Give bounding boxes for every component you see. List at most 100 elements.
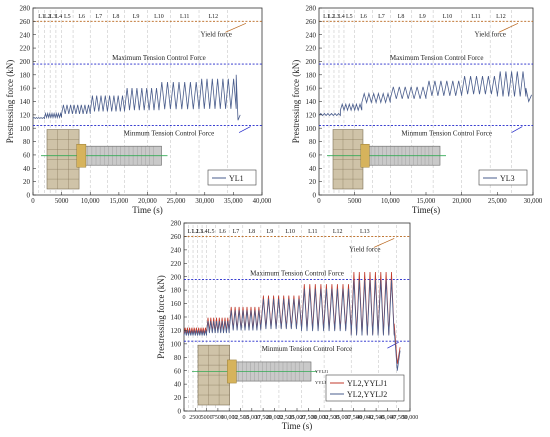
stage-label: L5 (208, 229, 215, 235)
x-tick-label: 15,000 (110, 198, 129, 205)
max-tension-label: Maximum Tension Control Force (250, 269, 344, 277)
x-tick-label: 42,500 (368, 415, 385, 421)
y-tick-label: 140 (306, 98, 317, 106)
x-tick-label: 30,000 (524, 198, 543, 205)
y-tick-label: 240 (171, 246, 182, 254)
specimen-joint (360, 143, 370, 168)
x-tick-label: 25,000 (289, 415, 306, 421)
specimen-joint (227, 359, 237, 384)
x-tick-label: 7500 (212, 415, 224, 421)
stage-label: L6 (360, 14, 367, 20)
legend-label: YL2,YYLJ2 (347, 390, 387, 399)
stage-label: L5 (346, 14, 353, 20)
x-tick-label: 5000 (55, 198, 69, 205)
specimen-inset (327, 129, 446, 190)
y-axis-title: Prestressing force (kN) (291, 60, 301, 143)
x-tick-label: 20,000 (266, 415, 283, 421)
y-tick-label: 160 (306, 85, 317, 93)
y-tick-label: 80 (23, 138, 31, 146)
stage-label: L9 (133, 14, 140, 20)
stage-label: L4 (55, 14, 62, 20)
y-tick-label: 220 (171, 260, 182, 268)
stage-label: L4 (201, 229, 208, 235)
stage-label: L11 (471, 14, 480, 20)
stage-label: L5 (64, 14, 71, 20)
x-tick-label: 32,500 (323, 415, 340, 421)
specimen-inset (41, 129, 168, 190)
stage-label: L1 (323, 14, 330, 20)
x-tick-label: 2500 (189, 415, 201, 421)
x-tick-label: 37,500 (345, 415, 362, 421)
inset-label: YYLJ1 (315, 369, 328, 374)
stage-label: L1 (38, 14, 45, 20)
y-tick-label: 240 (20, 31, 31, 39)
stage-label: L10 (154, 14, 164, 20)
y-tick-label: 100 (20, 125, 31, 133)
y-tick-label: 20 (309, 178, 317, 186)
y-tick-label: 40 (309, 165, 317, 173)
y-tick-label: 0 (178, 408, 182, 416)
stage-label: L13 (360, 229, 370, 235)
x-tick-label: 47,500 (390, 415, 407, 421)
y-tick-label: 140 (20, 98, 31, 106)
x-tick-label: 0 (317, 198, 321, 205)
x-tick-label: 20,000 (138, 198, 157, 205)
stage-label: L12 (209, 14, 219, 20)
y-tick-label: 40 (23, 165, 31, 173)
y-tick-label: 200 (171, 273, 182, 281)
x-tick-label: 25,000 (488, 198, 507, 205)
yield-force-arrow (373, 238, 395, 248)
stage-label: L2 (328, 14, 335, 20)
legend-box (325, 374, 405, 402)
x-tick-label: 5000 (348, 198, 362, 205)
stage-label: L1 (187, 229, 194, 235)
x-tick-label: 10,000 (381, 198, 400, 205)
y-tick-label: 60 (174, 367, 182, 375)
stage-label: L12 (333, 229, 343, 235)
stage-label: L9 (419, 14, 426, 20)
y-tick-label: 260 (306, 18, 317, 26)
y-tick-label: 280 (20, 5, 31, 13)
x-tick-label: 35,000 (224, 198, 243, 205)
stage-label: L3 (196, 229, 203, 235)
y-tick-label: 280 (171, 220, 182, 228)
y-tick-label: 260 (171, 233, 182, 241)
x-tick-label: 0 (31, 198, 35, 205)
x-tick-label: 45,000 (379, 415, 396, 421)
y-tick-label: 140 (171, 314, 182, 322)
yield-force-arrow (225, 23, 247, 33)
stage-label: L7 (96, 14, 103, 20)
y-tick-label: 120 (306, 111, 317, 119)
min-tension-arrow (387, 341, 399, 349)
legend-label: YL1 (229, 174, 244, 183)
y-tick-label: 100 (306, 125, 317, 133)
y-axis-title: Prestressing force (kN) (5, 60, 15, 143)
x-tick-label: 40,000 (253, 198, 272, 205)
y-tick-label: 220 (306, 45, 317, 53)
x-tick-label: 15,000 (244, 415, 260, 421)
x-tick-label: 50,000 (402, 415, 419, 421)
stage-label: L7 (378, 14, 385, 20)
yield-force-label: Yield force (201, 30, 232, 38)
x-tick-label: 10,000 (81, 198, 100, 205)
y-tick-label: 160 (171, 300, 182, 308)
stage-label: L9 (267, 229, 274, 235)
y-tick-label: 260 (20, 18, 31, 26)
stage-label: L6 (219, 229, 226, 235)
y-tick-label: 160 (20, 85, 31, 93)
stage-label: L10 (443, 14, 453, 20)
stage-label: L8 (113, 14, 120, 20)
legend-label: YL2,YYLJ1 (347, 379, 387, 388)
legend-label: YL3 (500, 174, 515, 183)
x-tick-label: 40,000 (357, 415, 374, 421)
y-tick-label: 200 (306, 58, 317, 66)
stage-label: L12 (496, 14, 506, 20)
min-tension-label: Minmum Tension Control Force (401, 130, 492, 138)
min-tension-label: Minmum Tension Control Force (262, 345, 353, 353)
x-tick-label: 5000 (201, 415, 213, 421)
y-tick-label: 180 (306, 71, 317, 79)
x-tick-label: 12,500 (232, 415, 249, 421)
